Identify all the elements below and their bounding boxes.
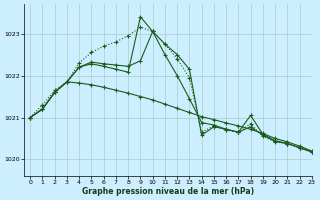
X-axis label: Graphe pression niveau de la mer (hPa): Graphe pression niveau de la mer (hPa) [82,187,254,196]
